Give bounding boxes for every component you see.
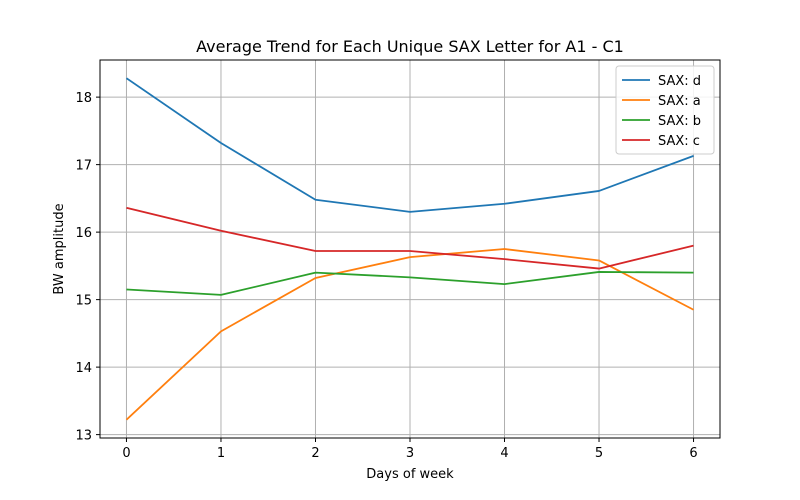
y-tick-label: 14 <box>75 361 92 376</box>
y-axis-label: BW amplitude <box>52 203 67 294</box>
legend-label: SAX: a <box>658 94 701 109</box>
legend-label: SAX: c <box>658 134 700 149</box>
y-tick-label: 15 <box>75 294 92 309</box>
series-line-0 <box>125 77 694 213</box>
chart-title: Average Trend for Each Unique SAX Letter… <box>196 37 624 56</box>
x-tick-label: 3 <box>406 446 414 461</box>
grid <box>100 60 720 438</box>
legend-label: SAX: b <box>658 114 701 129</box>
legend: SAX: d SAX: a SAX: b SAX: c <box>615 65 715 155</box>
x-axis-label: Days of week <box>366 467 454 482</box>
axis-ticks: 0 1 2 3 4 5 6 13 14 15 16 17 18 <box>75 91 697 461</box>
y-tick-label: 13 <box>75 429 92 444</box>
x-tick-label: 5 <box>595 446 603 461</box>
series-line-1 <box>125 248 694 421</box>
x-tick-label: 4 <box>500 446 508 461</box>
series-line-2 <box>126 271 694 296</box>
series-line-3 <box>126 206 694 270</box>
y-tick-label: 17 <box>75 159 92 174</box>
series-lines <box>125 77 694 421</box>
legend-label: SAX: d <box>658 74 701 89</box>
x-tick-label: 6 <box>689 446 697 461</box>
y-tick-label: 18 <box>75 91 92 106</box>
y-tick-label: 16 <box>75 226 92 241</box>
x-tick-label: 0 <box>122 446 130 461</box>
legend-box <box>615 65 715 155</box>
x-tick-label: 1 <box>217 446 225 461</box>
x-tick-label: 2 <box>311 446 319 461</box>
